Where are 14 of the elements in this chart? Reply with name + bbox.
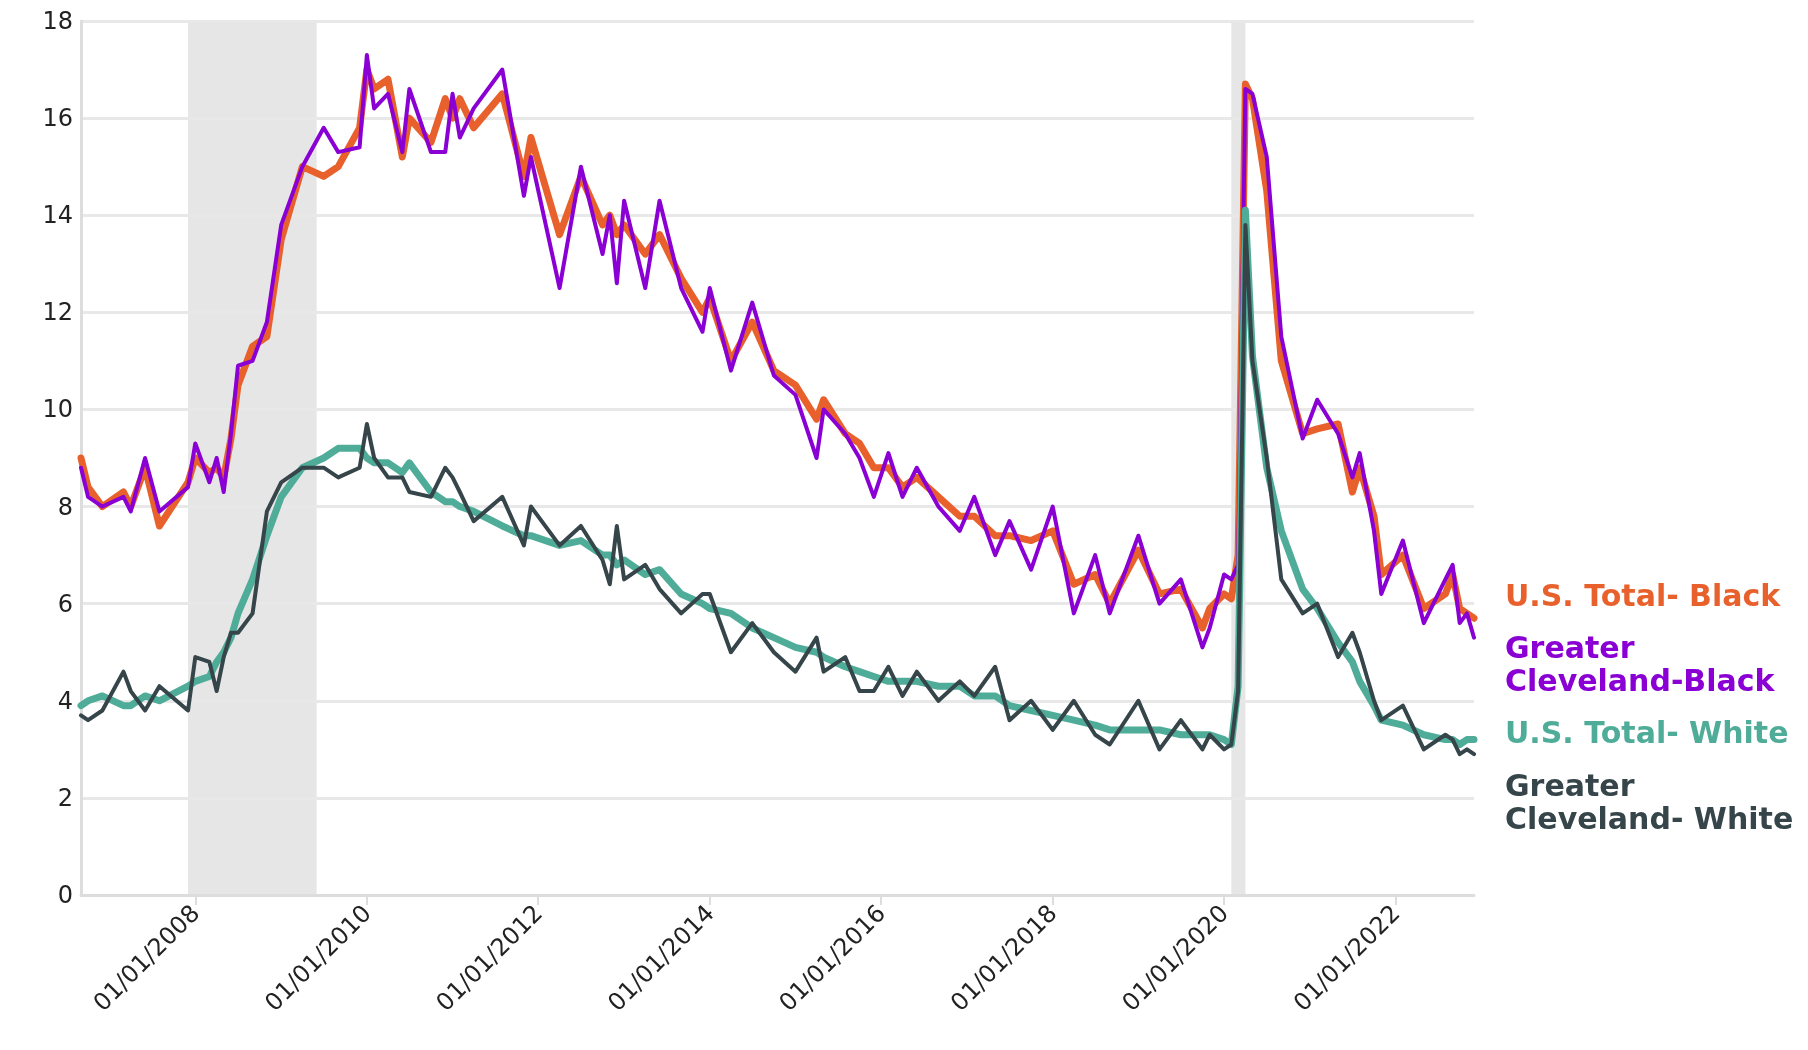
y-tick-label: 4 (57, 686, 73, 715)
y-tick-label: 12 (42, 298, 73, 327)
y-tick-label: 2 (57, 783, 73, 812)
series-label: U.S. Total- Black (1505, 578, 1782, 613)
series-label: Greater Cleveland- White (1505, 768, 1794, 836)
y-tick-label: 18 (42, 7, 73, 35)
y-tick-label: 16 (42, 104, 73, 133)
y-tick-label: 14 (42, 201, 73, 230)
y-tick-label: 10 (42, 395, 73, 424)
series-label: U.S. Total- White (1505, 715, 1789, 750)
series-label: Greater Cleveland-Black (1505, 630, 1776, 698)
y-tick-label: 0 (57, 881, 73, 909)
y-tick-label: 6 (57, 589, 73, 618)
y-tick-label: 8 (57, 492, 73, 521)
